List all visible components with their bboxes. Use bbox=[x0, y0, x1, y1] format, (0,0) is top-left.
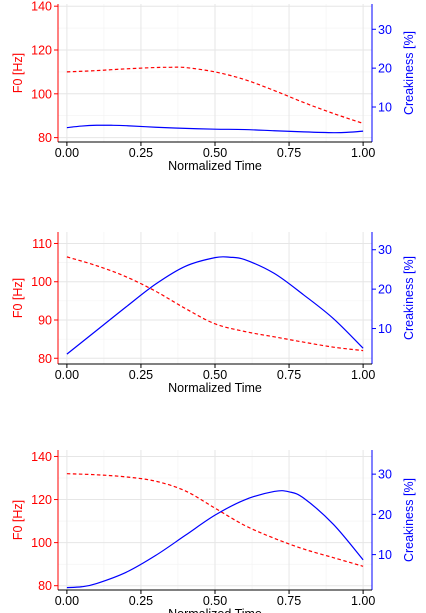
major-grid bbox=[58, 450, 372, 590]
left-axis-tick-label: 110 bbox=[32, 237, 52, 251]
right-axis-tick-label: 30 bbox=[378, 468, 392, 482]
x-axis-title: Normalized Time bbox=[168, 381, 262, 395]
f0-series-line bbox=[66, 66, 364, 124]
left-axis-tick-label: 90 bbox=[38, 314, 52, 328]
creakiness-series-line bbox=[66, 490, 364, 589]
major-grid bbox=[58, 4, 372, 142]
f0-series-line bbox=[66, 473, 364, 567]
x-axis-tick-label: 0.50 bbox=[203, 146, 227, 160]
left-axis-tick-label: 100 bbox=[31, 275, 52, 289]
x-axis-tick-label: 1.00 bbox=[351, 594, 375, 608]
right-axis-title: Creakiness [%] bbox=[402, 31, 416, 115]
left-axis-tick-label: 80 bbox=[38, 579, 52, 593]
right-axis-tick-label: 30 bbox=[378, 243, 392, 257]
chart-panel-2: 80 90 100 110 10 20 30 0.00 0.25 0.50 0.75 1.00 Norm… bbox=[11, 232, 416, 395]
x-axis-tick-label: 0.50 bbox=[203, 594, 227, 608]
left-axis-title: F0 [Hz] bbox=[11, 53, 25, 93]
left-axis-title: F0 [Hz] bbox=[11, 500, 25, 540]
x-axis-title: Normalized Time bbox=[168, 607, 262, 613]
chart-panel-3: 80 100 120 140 10 20 30 0.00 0.25 0.50 0.75 1.00 Nor… bbox=[11, 450, 416, 613]
left-axis-tick-label: 80 bbox=[38, 352, 52, 366]
x-axis-tick-label: 1.00 bbox=[351, 146, 375, 160]
right-axis-tick-label: 20 bbox=[378, 508, 392, 522]
right-axis-tick-label: 10 bbox=[378, 322, 392, 336]
x-axis-tick-label: 0.75 bbox=[277, 594, 301, 608]
creakiness-series-line bbox=[66, 124, 364, 134]
left-axis-tick-label: 100 bbox=[31, 536, 52, 550]
creakiness-series-line bbox=[66, 256, 364, 355]
right-axis-tick-label: 20 bbox=[378, 62, 392, 76]
x-axis-tick-label: 1.00 bbox=[351, 368, 375, 382]
right-axis-title: Creakiness [%] bbox=[402, 478, 416, 562]
left-axis-tick-label: 100 bbox=[31, 87, 52, 101]
right-axis-tick-label: 20 bbox=[378, 283, 392, 297]
x-axis-tick-label: 0.75 bbox=[277, 368, 301, 382]
chart-panel-1: 80 100 120 140 10 20 30 0.00 0.25 0.50 0.75 1.00 Nor… bbox=[11, 0, 416, 173]
left-axis-tick-label: 140 bbox=[31, 450, 52, 464]
left-axis-tick-label: 140 bbox=[31, 0, 52, 14]
left-axis-tick-label: 120 bbox=[31, 493, 52, 507]
x-axis-tick-label: 0.50 bbox=[203, 368, 227, 382]
right-axis-tick-label: 10 bbox=[378, 548, 392, 562]
right-axis-tick-label: 10 bbox=[378, 101, 392, 115]
x-axis-tick-label: 0.25 bbox=[129, 368, 153, 382]
x-axis-tick-label: 0.00 bbox=[55, 594, 79, 608]
right-axis-title: Creakiness [%] bbox=[402, 256, 416, 340]
x-axis-tick-label: 0.25 bbox=[129, 594, 153, 608]
x-axis-title: Normalized Time bbox=[168, 159, 262, 173]
left-axis-title: F0 [Hz] bbox=[11, 278, 25, 318]
left-axis-tick-label: 120 bbox=[31, 44, 52, 58]
f0-series-line bbox=[66, 256, 364, 352]
x-axis-tick-label: 0.00 bbox=[55, 368, 79, 382]
x-axis-tick-label: 0.00 bbox=[55, 146, 79, 160]
right-axis-tick-label: 30 bbox=[378, 23, 392, 37]
x-axis-tick-label: 0.75 bbox=[277, 146, 301, 160]
x-axis-tick-label: 0.25 bbox=[129, 146, 153, 160]
left-axis-tick-label: 80 bbox=[38, 131, 52, 145]
